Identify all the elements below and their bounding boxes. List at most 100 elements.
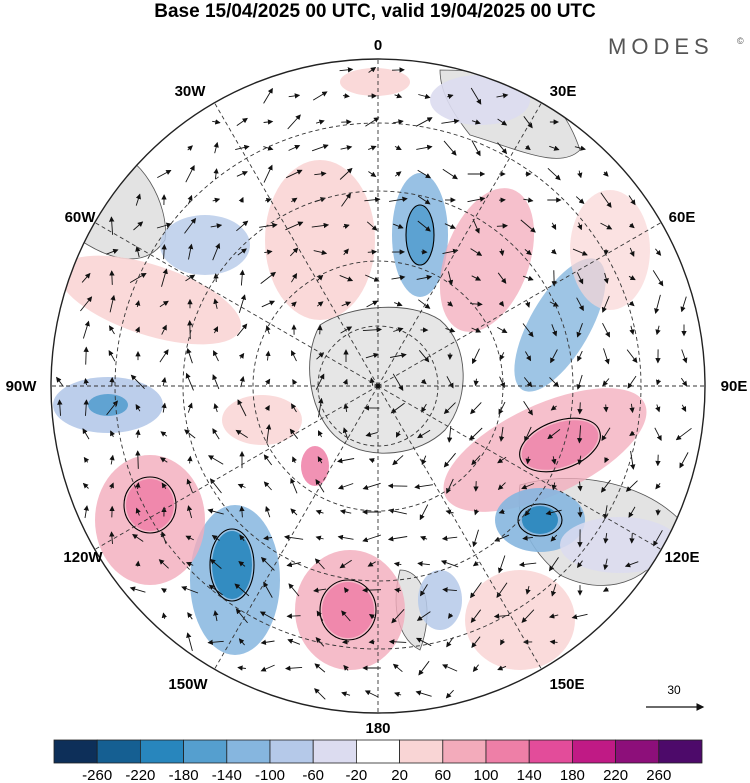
wind-arrow (339, 67, 354, 73)
wind-arrow (186, 505, 193, 519)
wind-arrow (289, 428, 299, 439)
wind-arrow (418, 660, 430, 676)
wind-arrow (342, 93, 350, 99)
wind-arrow (135, 404, 141, 412)
wind-arrow (550, 584, 557, 597)
wind-arrow (288, 144, 301, 151)
wind-arrow (446, 637, 454, 648)
colorbar-swatch (442, 739, 487, 764)
wind-arrow (545, 509, 562, 516)
wind-arrow (238, 352, 245, 359)
wind-arrow (575, 196, 585, 205)
wind-arrow (314, 663, 326, 673)
wind-arrow (364, 690, 379, 698)
wind-arrow (447, 612, 454, 619)
wind-arrow (523, 377, 533, 388)
wind-arrow (109, 325, 115, 335)
anomaly-blob (126, 479, 174, 531)
wind-arrow (576, 560, 583, 569)
wind-arrow (235, 429, 248, 438)
colorbar-tick-label: 260 (646, 767, 671, 783)
wind-arrow (133, 221, 144, 231)
wind-arrow (110, 430, 115, 438)
wind-arrow (207, 639, 224, 645)
map-title: Base 15/04/2025 00 UTC, valid 19/04/2025… (154, 1, 596, 22)
wind-arrow (626, 349, 638, 364)
wind-arrow (186, 478, 193, 493)
wind-arrow (653, 530, 663, 547)
wind-arrow (264, 197, 272, 204)
wind-arrow (314, 688, 326, 700)
anomaly-blob (465, 570, 575, 670)
wind-arrow (576, 297, 584, 312)
wind-arrow (157, 169, 172, 178)
wind-arrow (655, 483, 661, 490)
wind-arrow (394, 93, 403, 99)
wind-arrow (83, 505, 89, 519)
wind-arrow (367, 249, 378, 255)
wind-arrow (497, 118, 508, 126)
wind-arrow (342, 378, 348, 385)
wind-arrow (132, 533, 144, 542)
wind-arrow (108, 482, 114, 489)
wind-arrow (364, 196, 381, 203)
wind-arrow (82, 320, 90, 339)
wind-arrow (522, 323, 534, 338)
wind-arrow (629, 430, 636, 437)
wind-arrow (212, 197, 221, 203)
wind-arrow (208, 584, 223, 596)
wind-arrow (470, 582, 482, 599)
wind-arrow (234, 583, 250, 597)
wind-arrow (264, 249, 273, 255)
wind-arrow (446, 376, 454, 389)
wind-arrow (524, 144, 531, 151)
wind-arrow (444, 223, 456, 229)
wind-arrow (525, 585, 531, 595)
wind-arrow (522, 535, 533, 541)
wind-arrow (337, 534, 354, 541)
wind-arrow (418, 93, 431, 99)
wind-arrow (238, 294, 246, 314)
wind-arrow (239, 505, 245, 518)
wind-arrow (442, 664, 458, 672)
meridian-line (377, 222, 662, 387)
wind-arrow (600, 192, 612, 208)
wind-arrow (161, 377, 167, 387)
wind-arrow (159, 300, 169, 308)
wind-arrow (390, 402, 405, 414)
wind-arrow (161, 482, 167, 490)
wind-arrow (57, 399, 63, 416)
wind-arrow (158, 559, 169, 569)
wind-arrow (415, 637, 432, 647)
wind-arrow (109, 454, 115, 465)
wind-arrow (239, 376, 245, 388)
wind-arrow (263, 454, 273, 466)
wind-arrow (187, 455, 193, 464)
wind-arrow (393, 119, 404, 125)
wind-arrow (367, 561, 376, 567)
wind-arrow (292, 379, 298, 386)
wind-arrow (547, 429, 561, 440)
wind-arrow (210, 223, 223, 229)
wind-arrow (681, 349, 688, 364)
wind-arrow (366, 221, 378, 231)
wind-arrow (317, 456, 323, 464)
wind-arrow (576, 374, 583, 390)
wind-arrow (551, 222, 557, 230)
wind-arrow (237, 248, 247, 256)
wind-arrow (392, 223, 404, 229)
wind-arrow (236, 220, 249, 232)
wind-arrow (600, 479, 611, 493)
wind-arrow (106, 248, 119, 255)
wind-arrow (343, 403, 349, 412)
wind-arrow (236, 323, 248, 337)
wind-arrow (287, 638, 301, 645)
wind-arrow (208, 455, 224, 465)
wind-arrow (236, 117, 248, 126)
wind-arrow (577, 425, 583, 444)
wind-arrow (213, 403, 219, 413)
wind-arrow (420, 535, 428, 541)
wind-arrow (186, 347, 193, 364)
longitude-label: 30W (175, 83, 207, 100)
wind-arrow (365, 352, 379, 359)
